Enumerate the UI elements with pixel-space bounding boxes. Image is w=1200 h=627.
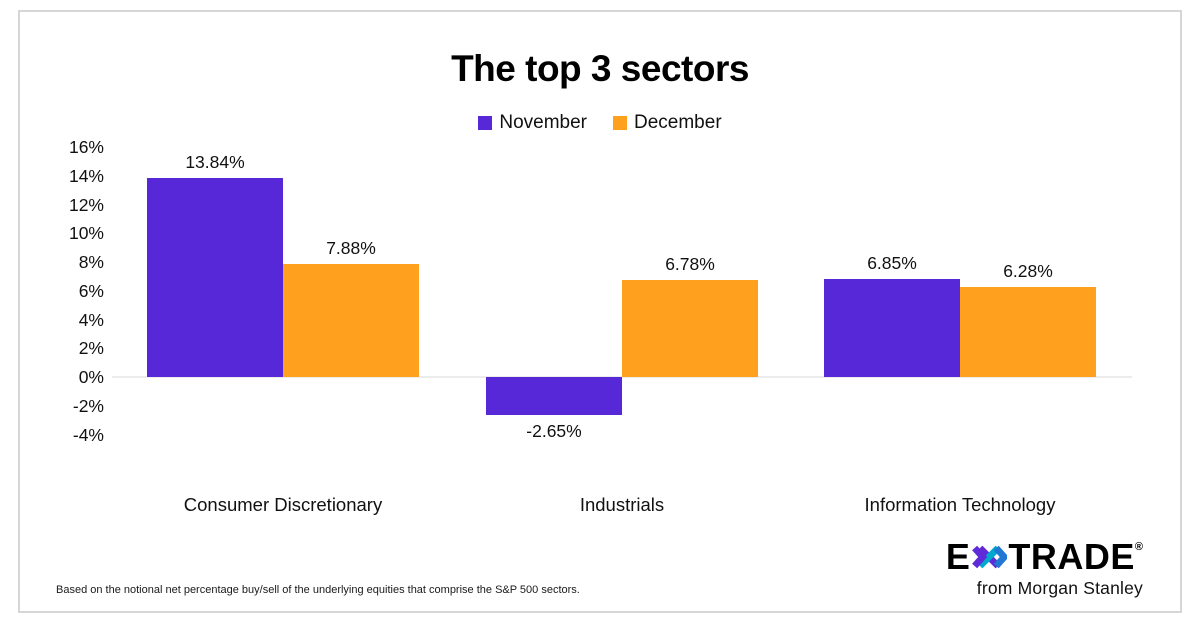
y-axis-tick: -2% — [72, 395, 104, 416]
plot-area: 16% 14% 12% 10% 8% 6% 4% 2% 0% -2% -4% 13.84% -2.65%… — [20, 12, 1180, 611]
footnote: Based on the notional net percentage buy… — [56, 584, 580, 596]
bar-value-label: 6.78% — [665, 253, 715, 274]
legend-label-november: November — [499, 112, 587, 133]
y-axis-tick: 12% — [68, 194, 104, 215]
bar-value-label: 6.28% — [1003, 260, 1053, 281]
y-axis-tick: -4% — [72, 424, 104, 445]
bar-november-1 — [486, 377, 622, 416]
y-axis-tick: 0% — [78, 367, 104, 387]
y-axis-tick: 14% — [68, 165, 104, 186]
registered-mark: ® — [1134, 541, 1143, 553]
bar-december-2 — [960, 286, 1096, 377]
logo-tagline: from Morgan Stanley — [976, 578, 1143, 598]
legend-item-december: December — [613, 112, 722, 134]
etrade-star-icon — [972, 545, 1008, 569]
bar-value-label: 6.85% — [867, 252, 917, 273]
y-axis-tick: 8% — [78, 252, 104, 272]
logo-letter-e: E — [945, 536, 971, 577]
logo-word-trade: TRADE — [1008, 536, 1135, 577]
y-axis-tick: 10% — [68, 223, 104, 244]
legend-label-december: December — [634, 112, 722, 133]
bar-value-label: 7.88% — [326, 237, 376, 258]
etrade-wordmark: E TRADE ® — [946, 539, 1143, 575]
bar-november-0 — [147, 178, 283, 377]
chart-frame: The top 3 sectors November December 16% 1… — [18, 10, 1182, 613]
november-swatch-icon — [478, 116, 493, 130]
legend: November December — [20, 112, 1180, 134]
y-axis-tick: 6% — [78, 280, 104, 301]
legend-item-november: November — [478, 112, 587, 134]
bar-value-label: -2.65% — [526, 421, 582, 442]
category-label: Information Technology — [864, 494, 1056, 515]
bar-value-label: 13.84% — [185, 152, 245, 173]
december-swatch-icon — [613, 116, 627, 130]
chart-title: The top 3 sectors — [451, 48, 749, 89]
etrade-logo: E TRADE ® from Morgan Stanley — [946, 539, 1143, 599]
category-label: Industrials — [579, 494, 665, 515]
y-axis-tick: 16% — [68, 137, 104, 157]
y-axis-tick: 2% — [78, 338, 104, 359]
bar-november-2 — [824, 278, 960, 377]
category-label: Consumer Discretionary — [183, 494, 383, 515]
bar-december-0 — [283, 263, 419, 377]
bar-december-1 — [622, 279, 758, 377]
y-axis-tick: 4% — [78, 309, 104, 330]
x-axis-zero-line — [112, 376, 1132, 378]
